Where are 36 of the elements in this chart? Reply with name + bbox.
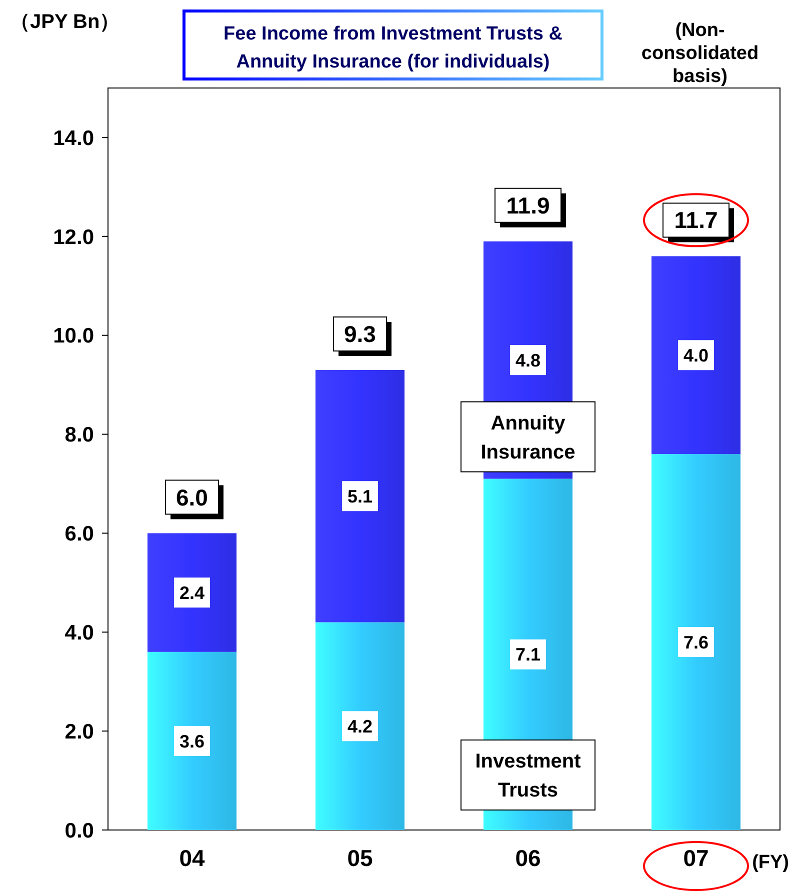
chart-title: Fee Income from Investment Trusts & Annuity Insurance (for individuals) [224, 24, 563, 73]
x-tick-label: 06 [515, 845, 541, 871]
data-label: 4.2 [347, 716, 373, 736]
series-label: Investment Trusts [475, 750, 582, 802]
bar [147, 533, 237, 652]
total-label: 9.3 [344, 321, 376, 348]
total-label: 6.0 [176, 484, 208, 510]
data-label: 3.6 [179, 731, 205, 752]
y-tick-label: 10.0 [53, 324, 94, 348]
bar [315, 622, 405, 830]
data-label: 5.1 [347, 486, 373, 506]
text: (Non-consolidated basis) [641, 20, 759, 87]
data-label: 2.4 [179, 582, 205, 603]
total-label: 11.7 [674, 207, 718, 234]
x-axis-title: (FY) [752, 852, 789, 873]
bar [651, 454, 741, 830]
y-tick-label: 14.0 [53, 126, 94, 150]
y-tick-label: 8.0 [64, 424, 94, 447]
data-label: 7.6 [683, 632, 709, 652]
data-label: 4.8 [515, 350, 541, 370]
data-label: 7.1 [515, 644, 541, 665]
bar [147, 652, 237, 830]
y-axis-title: （JPY Bn） [10, 11, 120, 33]
y-tick-label: 2.0 [64, 720, 94, 744]
bar [651, 256, 741, 454]
y-tick-label: 6.0 [64, 522, 94, 546]
x-tick-label: 04 [179, 845, 205, 871]
x-tick-label: 05 [347, 845, 373, 871]
data-label: 4.0 [683, 345, 709, 366]
y-tick-label: 4.0 [64, 621, 94, 644]
y-tick-label: 0.0 [64, 819, 94, 842]
series-label: Annuity Insurance [480, 412, 576, 464]
x-tick-label: 07 [683, 845, 709, 871]
total-label: 11.9 [506, 192, 550, 218]
bar [315, 370, 405, 622]
y-tick-label: 12.0 [53, 226, 94, 249]
